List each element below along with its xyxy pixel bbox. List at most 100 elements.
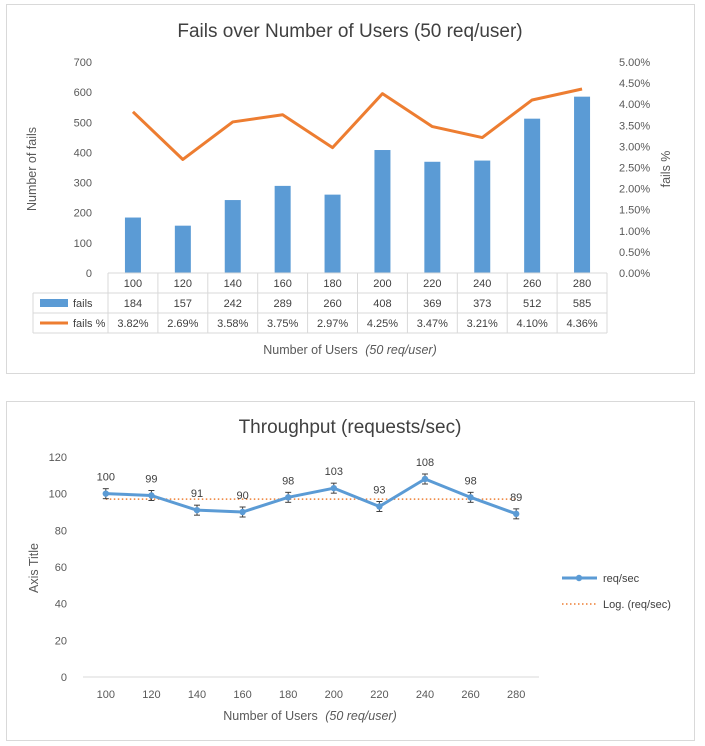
throughput-chart-svg: Throughput (requests/sec) 120 100 80 60 40 20… bbox=[27, 417, 671, 723]
y2-axis-title: fails % bbox=[659, 151, 673, 188]
data-point bbox=[148, 492, 155, 499]
data-point bbox=[376, 503, 383, 510]
y-tick-label: 100 bbox=[74, 238, 92, 250]
y2-tick-label: 4.50% bbox=[619, 78, 650, 90]
x-tick-label: 180 bbox=[323, 278, 341, 290]
data-label: 103 bbox=[325, 466, 343, 478]
table-cell-fails: 369 bbox=[423, 298, 441, 310]
data-label: 99 bbox=[145, 474, 157, 486]
x-tick-label: 260 bbox=[523, 278, 541, 290]
y-axis-title: Number of fails bbox=[25, 127, 39, 211]
bar-fails bbox=[224, 200, 241, 273]
x-axis-title: Number of Users (50 req/user) bbox=[223, 709, 397, 723]
data-label: 100 bbox=[97, 472, 115, 484]
bar-fails bbox=[424, 161, 441, 273]
data-point bbox=[193, 506, 201, 514]
x-tick-label: 160 bbox=[273, 278, 291, 290]
data-point bbox=[467, 494, 474, 501]
fails-chart: Fails over Number of Users (50 req/user)… bbox=[6, 4, 695, 374]
legend-label-fails: fails bbox=[73, 298, 93, 310]
x-tick-label: 140 bbox=[224, 278, 242, 290]
bar-fails bbox=[374, 150, 391, 273]
table-cell-fails: 157 bbox=[174, 298, 192, 310]
table-cell-fails: 260 bbox=[323, 298, 341, 310]
data-label: 108 bbox=[416, 457, 434, 469]
data-label: 93 bbox=[373, 485, 385, 497]
y-tick-label: 0 bbox=[86, 268, 92, 280]
y2-tick-label: 3.50% bbox=[619, 120, 650, 132]
y2-tick-label: 2.50% bbox=[619, 163, 650, 175]
data-label: 90 bbox=[236, 490, 248, 502]
x-tick-label: 120 bbox=[142, 689, 160, 701]
y2-tick-label: 2.00% bbox=[619, 184, 650, 196]
x-tick-label: 160 bbox=[233, 689, 251, 701]
y-tick-label: 20 bbox=[55, 635, 67, 647]
data-point bbox=[421, 475, 429, 483]
table-cell-fails: 512 bbox=[523, 298, 541, 310]
line-fails-pct bbox=[131, 87, 583, 161]
y2-tick-label: 3.00% bbox=[619, 141, 650, 153]
x-tick-label: 200 bbox=[325, 689, 343, 701]
bar-fails bbox=[324, 194, 341, 273]
data-label: 98 bbox=[464, 475, 476, 487]
y-tick-label: 60 bbox=[55, 562, 67, 574]
y2-tick-label: 5.00% bbox=[619, 57, 650, 69]
x-axis-title-main: Number of Users bbox=[223, 709, 317, 723]
y-tick-label: 700 bbox=[74, 57, 92, 69]
bar-fails bbox=[274, 185, 291, 273]
chart-title: Fails over Number of Users (50 req/user) bbox=[177, 21, 522, 42]
data-label: 98 bbox=[282, 475, 294, 487]
x-tick-label: 100 bbox=[97, 689, 115, 701]
bar-fails bbox=[524, 118, 541, 273]
x-axis-title-note: (50 req/user) bbox=[325, 709, 397, 723]
table-cell-fails-pct: 4.25% bbox=[367, 318, 398, 330]
legend-label-fails-pct: fails % bbox=[73, 318, 106, 330]
x-tick-label: 240 bbox=[416, 689, 434, 701]
bar-fails bbox=[174, 225, 191, 273]
y2-tick-label: 4.00% bbox=[619, 99, 650, 111]
legend-swatch-fails bbox=[40, 299, 68, 307]
y2-tick-label: 1.50% bbox=[619, 205, 650, 217]
y2-tick-label: 1.00% bbox=[619, 226, 650, 238]
table-cell-fails-pct: 4.10% bbox=[517, 318, 548, 330]
y-tick-label: 300 bbox=[74, 178, 92, 190]
x-tick-label: 280 bbox=[573, 278, 591, 290]
legend-label-req-sec: req/sec bbox=[603, 573, 640, 585]
table-cell-fails-pct: 3.47% bbox=[417, 318, 448, 330]
y-tick-label: 600 bbox=[74, 87, 92, 99]
x-tick-label: 120 bbox=[174, 278, 192, 290]
x-axis-title-note: (50 req/user) bbox=[365, 343, 437, 357]
x-tick-label: 220 bbox=[423, 278, 441, 290]
x-tick-label: 140 bbox=[188, 689, 206, 701]
table-cell-fails-pct: 3.82% bbox=[117, 318, 148, 330]
x-tick-label: 260 bbox=[461, 689, 479, 701]
fails-chart-svg: Fails over Number of Users (50 req/user)… bbox=[25, 21, 673, 357]
y-tick-label: 100 bbox=[49, 489, 67, 501]
data-point bbox=[102, 490, 110, 497]
x-tick-label: 280 bbox=[507, 689, 525, 701]
x-axis-title-main: Number of Users bbox=[263, 343, 357, 357]
data-point bbox=[513, 510, 520, 518]
table-cell-fails-pct: 3.21% bbox=[467, 318, 498, 330]
data-point bbox=[239, 508, 246, 516]
table-cell-fails: 585 bbox=[573, 298, 591, 310]
y-tick-label: 80 bbox=[55, 525, 67, 537]
y-axis-title: Axis Title bbox=[27, 543, 41, 593]
y-tick-label: 200 bbox=[74, 208, 92, 220]
legend-marker-req-sec bbox=[575, 574, 583, 582]
x-tick-label: 100 bbox=[124, 278, 142, 290]
table-cell-fails: 408 bbox=[373, 298, 391, 310]
x-axis-title: Number of Users (50 req/user) bbox=[263, 343, 437, 357]
table-cell-fails: 373 bbox=[473, 298, 491, 310]
x-tick-label: 220 bbox=[370, 689, 388, 701]
table-cell-fails-pct: 2.69% bbox=[167, 318, 198, 330]
bar-fails bbox=[574, 96, 591, 274]
y2-tick-label: 0.50% bbox=[619, 247, 650, 259]
table-cell-fails-pct: 3.75% bbox=[267, 318, 298, 330]
table-cell-fails: 289 bbox=[273, 298, 291, 310]
line-req-sec bbox=[105, 477, 517, 516]
y2-tick-label: 0.00% bbox=[619, 268, 650, 280]
y-tick-label: 400 bbox=[74, 147, 92, 159]
chart-title: Throughput (requests/sec) bbox=[239, 417, 462, 438]
legend-label-trendline: Log. (req/sec) bbox=[603, 599, 671, 611]
